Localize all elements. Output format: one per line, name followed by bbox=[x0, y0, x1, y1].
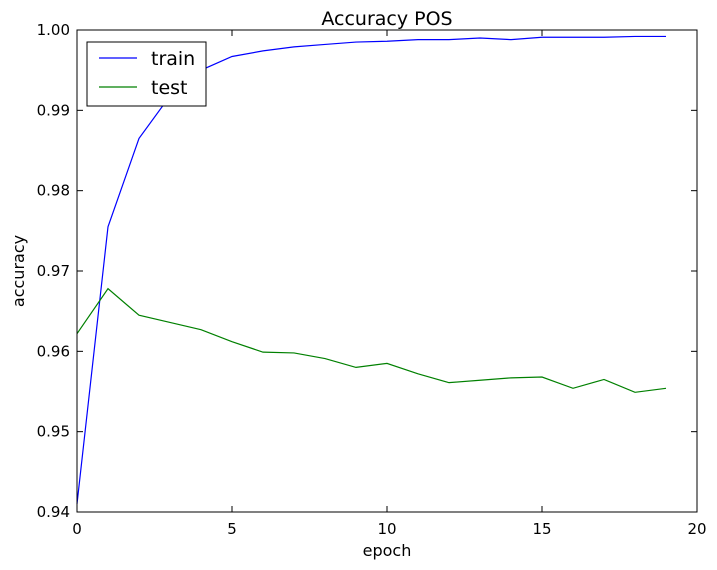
y-tick-label: 0.96 bbox=[37, 342, 70, 360]
y-axis-ticks: 0.94 0.95 0.96 0.97 0.98 0.99 1.00 bbox=[37, 21, 697, 521]
y-tick-label: 1.00 bbox=[37, 21, 70, 39]
x-axis-ticks: 0 5 10 15 20 bbox=[72, 30, 707, 538]
y-tick-label: 0.94 bbox=[37, 503, 70, 521]
x-tick-label: 15 bbox=[532, 520, 551, 538]
legend: train test bbox=[86, 41, 207, 107]
y-tick-label: 0.99 bbox=[37, 101, 70, 119]
series-line-test bbox=[76, 287, 667, 393]
x-tick-label: 0 bbox=[72, 520, 82, 538]
x-tick-label: 5 bbox=[227, 520, 237, 538]
x-axis-label: epoch bbox=[363, 541, 412, 560]
x-tick-label: 10 bbox=[377, 520, 396, 538]
y-tick-label: 0.95 bbox=[37, 423, 70, 441]
legend-label-test: test bbox=[151, 77, 188, 99]
y-tick-label: 0.97 bbox=[37, 262, 70, 280]
chart-title: Accuracy POS bbox=[321, 8, 452, 30]
y-tick-label: 0.98 bbox=[37, 182, 70, 200]
legend-label-train: train bbox=[151, 48, 195, 70]
series-layer bbox=[76, 35, 667, 505]
legend-box bbox=[86, 41, 207, 107]
y-axis-label: accuracy bbox=[9, 235, 28, 307]
x-tick-label: 20 bbox=[687, 520, 706, 538]
series-line-train bbox=[76, 35, 666, 505]
